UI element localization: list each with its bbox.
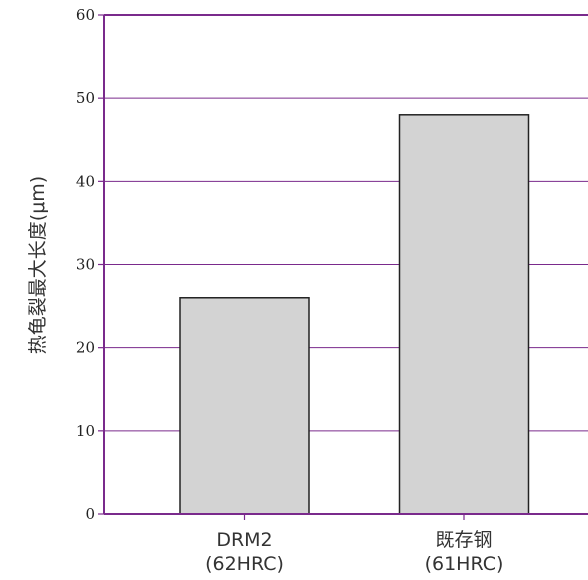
- category-sublabel: (61HRC): [425, 553, 504, 575]
- bars: [179, 114, 530, 515]
- y-tick-label: 60: [76, 6, 95, 24]
- y-tick-labels: 0 10 20 30 40 50 60: [76, 6, 95, 523]
- axes: [98, 14, 588, 520]
- category-sublabel: (62HRC): [205, 553, 284, 575]
- y-tick-label: 10: [76, 422, 95, 440]
- y-axis-title: 热龟裂最大长度(μm): [27, 176, 49, 354]
- x-category-labels: DRM2(62HRC) 既存钢(61HRC): [205, 529, 503, 575]
- y-tick-label: 40: [76, 172, 95, 190]
- y-tick-label: 20: [76, 339, 95, 357]
- y-tick-label: 50: [76, 89, 95, 107]
- y-tick-label: 0: [85, 505, 95, 523]
- bar: [179, 297, 310, 515]
- y-tick-label: 30: [76, 256, 95, 274]
- category-label: 既存钢: [435, 529, 492, 551]
- bar: [398, 114, 530, 515]
- category-label: DRM2: [216, 529, 272, 551]
